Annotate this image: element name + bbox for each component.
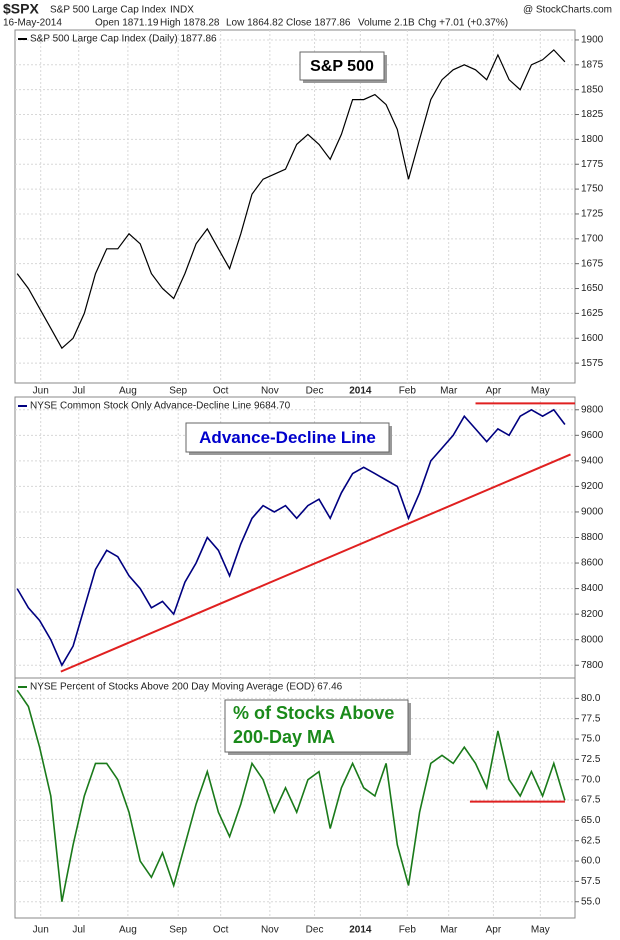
y-tick-label: 7800 [581, 660, 604, 671]
y-tick-label: 1750 [581, 184, 604, 195]
panel [14, 29, 576, 384]
annotation-box [185, 422, 390, 453]
x-tick-label: 2014 [349, 925, 372, 936]
x-tick-label: Feb [399, 925, 417, 936]
y-tick-label: 1575 [581, 358, 604, 369]
annotation-box [299, 51, 385, 81]
x-tick-label: Feb [399, 386, 417, 397]
annotation: Advance-Decline Line [199, 428, 376, 447]
index-name: S&P 500 Large Cap Index [50, 5, 166, 16]
y-tick-label: 1650 [581, 283, 604, 294]
y-tick-label: 9600 [581, 430, 604, 441]
high: High 1878.28 [160, 18, 220, 29]
x-tick-label: Mar [440, 925, 458, 936]
y-tick-label: 75.0 [581, 734, 601, 745]
x-tick-label: Nov [261, 925, 279, 936]
y-tick-label: 65.0 [581, 815, 601, 826]
x-tick-label: May [531, 925, 550, 936]
y-tick-label: 1900 [581, 35, 604, 46]
y-tick-label: 1675 [581, 258, 604, 269]
x-tick-label: Oct [213, 386, 229, 397]
y-tick-label: 60.0 [581, 856, 601, 867]
exchange: INDX [170, 5, 194, 16]
y-tick-label: 55.0 [581, 896, 601, 907]
y-tick-label: 70.0 [581, 774, 601, 785]
y-tick-label: 1725 [581, 209, 604, 220]
data-line [16, 408, 566, 667]
y-tick-label: 1850 [581, 84, 604, 95]
y-tick-label: 80.0 [581, 693, 601, 704]
y-tick-label: 8600 [581, 558, 604, 569]
x-tick-label: Dec [306, 386, 324, 397]
x-tick-label: Apr [486, 386, 502, 397]
x-tick-label: Apr [486, 925, 502, 936]
y-tick-label: 1825 [581, 109, 604, 120]
x-tick-label: Aug [119, 386, 137, 397]
close: Close 1877.86 [286, 18, 351, 29]
y-tick-label: 1775 [581, 159, 604, 170]
x-tick-label: Aug [119, 925, 137, 936]
y-tick-label: 9800 [581, 404, 604, 415]
x-tick-label: Jul [72, 386, 85, 397]
y-tick-label: 62.5 [581, 835, 601, 846]
source: @ StockCharts.com [523, 5, 612, 16]
annotation: S&P 500 [310, 58, 374, 75]
trend-line [60, 453, 571, 673]
x-tick-label: Jun [33, 386, 49, 397]
y-tick-label: 8000 [581, 634, 604, 645]
y-tick-label: 1600 [581, 333, 604, 344]
y-tick-label: 67.5 [581, 795, 601, 806]
y-tick-label: 72.5 [581, 754, 601, 765]
x-tick-label: Jun [33, 925, 49, 936]
x-tick-label: 2014 [349, 386, 372, 397]
data-line [16, 689, 566, 902]
y-tick-label: 1625 [581, 308, 604, 319]
annotation: 200-Day MA [233, 727, 335, 747]
panel-title: S&P 500 Large Cap Index (Daily) 1877.86 [30, 34, 217, 45]
x-tick-label: May [531, 386, 550, 397]
date: 16-May-2014 [3, 18, 62, 29]
low: Low 1864.82 [226, 18, 284, 29]
x-tick-label: Oct [213, 925, 229, 936]
y-tick-label: 8200 [581, 609, 604, 620]
y-tick-label: 9000 [581, 507, 604, 518]
x-tick-label: Nov [261, 386, 279, 397]
open: Open 1871.19 [95, 18, 159, 29]
x-tick-label: Sep [169, 386, 187, 397]
y-tick-label: 9200 [581, 481, 604, 492]
panel-title: NYSE Common Stock Only Advance-Decline L… [30, 401, 291, 412]
annotation: % of Stocks Above [233, 703, 394, 723]
y-tick-label: 1700 [581, 233, 604, 244]
y-tick-label: 1875 [581, 59, 604, 70]
y-tick-label: 8400 [581, 583, 604, 594]
x-tick-label: Dec [306, 925, 324, 936]
symbol: $SPX [3, 1, 39, 17]
y-tick-label: 9400 [581, 456, 604, 467]
panel-title: NYSE Percent of Stocks Above 200 Day Mov… [30, 682, 343, 693]
x-tick-label: Mar [440, 386, 458, 397]
volume: Volume 2.1B [358, 18, 415, 29]
y-tick-label: 8800 [581, 532, 604, 543]
y-tick-label: 1800 [581, 134, 604, 145]
change: Chg +7.01 (+0.37%) [418, 18, 508, 29]
x-tick-label: Jul [72, 925, 85, 936]
data-line [16, 49, 566, 350]
y-tick-label: 57.5 [581, 876, 601, 887]
x-tick-label: Sep [169, 925, 187, 936]
annotation-box [224, 699, 409, 753]
y-tick-label: 77.5 [581, 713, 601, 724]
